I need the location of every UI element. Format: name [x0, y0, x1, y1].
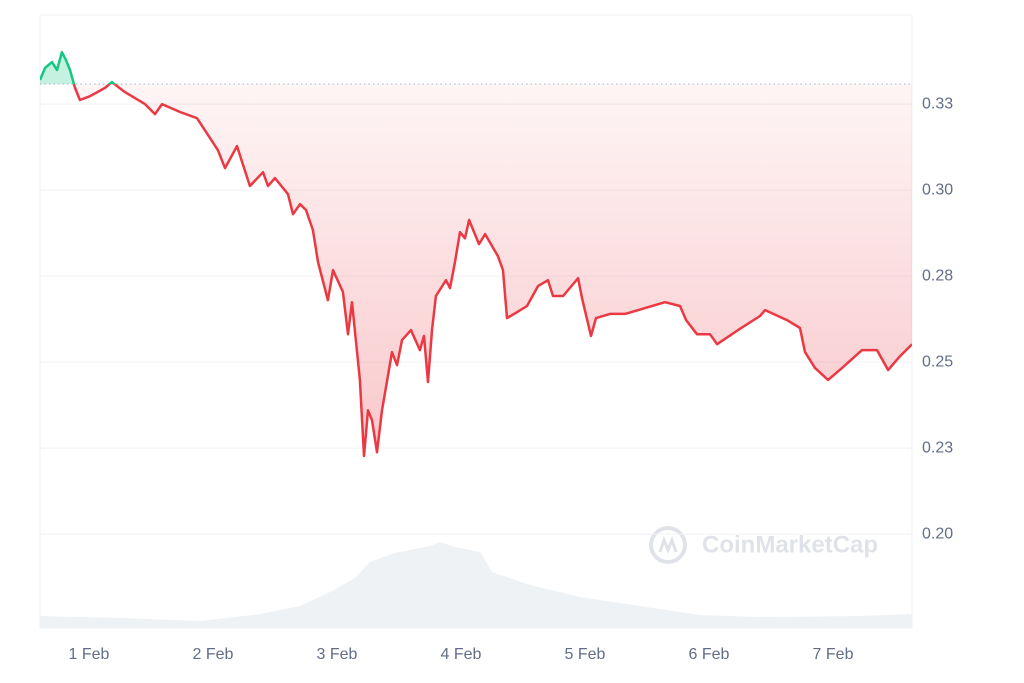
y-tick-label: 0.30	[922, 181, 953, 198]
volume-area	[40, 542, 912, 628]
watermark: CoinMarketCap	[649, 526, 878, 564]
y-tick-label: 0.28	[922, 267, 953, 284]
x-tick-label: 4 Feb	[441, 646, 482, 663]
x-tick-label: 2 Feb	[193, 646, 234, 663]
x-tick-label: 5 Feb	[565, 646, 606, 663]
y-tick-label: 0.25	[922, 353, 953, 370]
x-tick-label: 7 Feb	[813, 646, 854, 663]
x-tick-label: 1 Feb	[69, 646, 110, 663]
area-fill-down	[40, 84, 912, 456]
x-tick-label: 3 Feb	[317, 646, 358, 663]
price-line	[72, 84, 912, 458]
watermark-logo	[649, 526, 687, 564]
watermark-text: CoinMarketCap	[702, 531, 878, 558]
y-tick-label: 0.23	[922, 439, 953, 456]
y-tick-label: 0.33	[922, 95, 953, 112]
x-tick-label: 6 Feb	[689, 646, 730, 663]
area-fill-up	[40, 52, 115, 85]
watermark-logo-mark	[658, 535, 678, 555]
y-tick-label: 0.20	[922, 525, 953, 542]
